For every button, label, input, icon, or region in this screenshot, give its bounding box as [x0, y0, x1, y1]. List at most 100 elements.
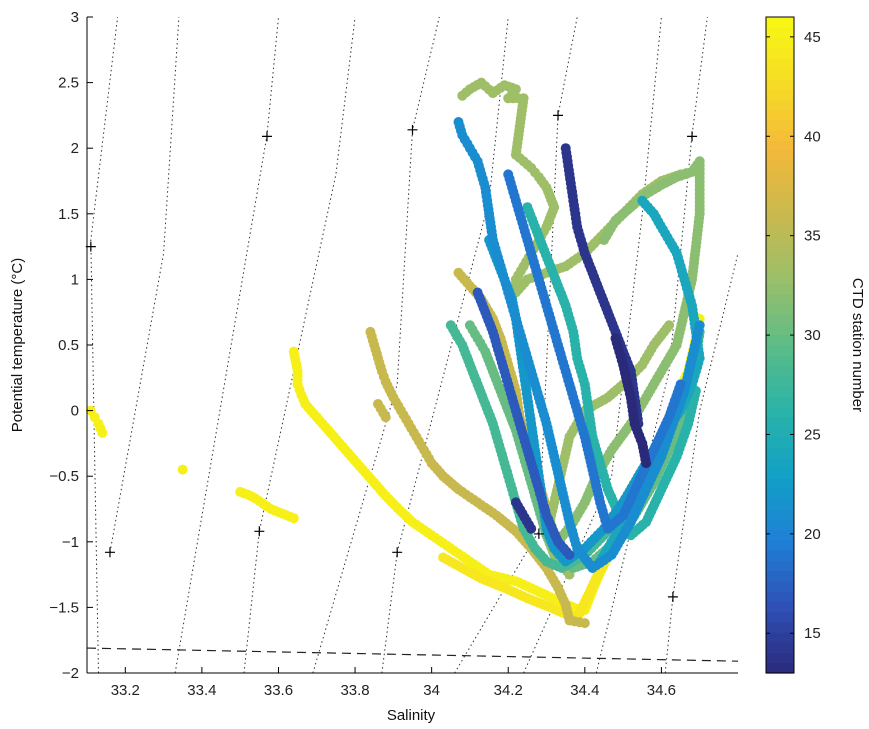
colorbar-segment	[766, 78, 794, 90]
x-tick-label: 34.4	[570, 682, 599, 699]
colorbar-segment	[766, 37, 794, 49]
y-tick-label: 0	[71, 403, 79, 420]
x-tick-label: 34	[423, 682, 440, 699]
contour-markers	[85, 110, 698, 602]
colorbar: 15 20 25 30 35 40 45	[765, 16, 821, 674]
colorbar-segment	[766, 662, 794, 674]
colorbar-segment	[766, 47, 794, 59]
station-series	[453, 117, 705, 573]
colorbar-segment	[766, 396, 794, 408]
contour-marker	[254, 526, 265, 537]
colorbar-segment	[766, 345, 794, 356]
colorbar-segment	[766, 550, 794, 561]
y-tick-label: −1.5	[49, 599, 79, 616]
x-tick-label: 33.2	[111, 682, 140, 699]
colorbar-segment	[766, 498, 794, 510]
colorbar-segment	[766, 201, 794, 213]
colorbar-tick-label: 35	[804, 228, 821, 245]
colorbar-segment	[766, 601, 794, 613]
y-tick-label: 2	[71, 140, 79, 157]
data-point	[694, 320, 705, 331]
density-contour-line	[243, 16, 356, 674]
x-axis-label: Salinity	[387, 707, 436, 724]
colorbar-segment	[766, 140, 794, 151]
x-tick-label: 33.4	[187, 682, 216, 699]
station-series	[472, 287, 575, 560]
colorbar-segment	[766, 632, 794, 643]
colorbar-segment	[766, 68, 794, 80]
density-contour-line	[109, 16, 180, 553]
colorbar-segment	[766, 519, 794, 531]
colorbar-label: CTD station number	[849, 278, 866, 412]
data-point	[510, 497, 521, 508]
colorbar-segment	[766, 324, 794, 336]
colorbar-segment	[766, 191, 794, 203]
colorbar-segment	[766, 242, 794, 254]
density-contour-line	[90, 16, 119, 674]
colorbar-segment	[766, 160, 794, 172]
colorbar-frame	[765, 16, 795, 674]
colorbar-segment	[766, 642, 794, 654]
colorbar-segment	[766, 181, 794, 192]
x-tick-label: 33.8	[340, 682, 369, 699]
y-tick-label: 0.5	[58, 337, 79, 354]
data-point	[564, 549, 575, 560]
y-tick-label: 1.5	[58, 206, 79, 223]
data-point	[579, 618, 590, 629]
freezing-line	[86, 647, 739, 662]
contour-marker	[104, 547, 115, 558]
colorbar-segment	[766, 621, 794, 633]
colorbar-segment	[766, 293, 794, 305]
density-contour-line	[454, 16, 578, 674]
colorbar-segment	[766, 478, 794, 490]
y-tick-label: −1	[62, 534, 79, 551]
colorbar-segment	[766, 560, 794, 572]
colorbar-segment	[766, 88, 794, 100]
colorbar-segment	[766, 17, 794, 28]
y-tick-label: 3	[71, 9, 79, 26]
colorbar-segment	[766, 539, 794, 551]
colorbar-segment	[766, 58, 794, 69]
colorbar-segment	[766, 273, 794, 285]
contour-marker	[261, 131, 272, 142]
density-contour-line	[174, 16, 279, 674]
x-tick-label: 34.6	[647, 682, 676, 699]
station-series	[510, 143, 644, 534]
contour-marker	[687, 131, 698, 142]
colorbar-tick-label: 45	[804, 29, 821, 46]
colorbar-segment	[766, 99, 794, 110]
data-point	[675, 379, 686, 390]
colorbar-segment	[766, 283, 794, 295]
colorbar-segment	[766, 386, 794, 397]
density-contour-line	[312, 16, 440, 674]
colorbar-segment	[766, 304, 794, 315]
axes: −2 −1.5 −1 −0.5 0 0.5 1 1.5 2 2.5 3 33.2 33.4 33.6 33.…	[49, 9, 738, 699]
colorbar-segment	[766, 375, 794, 387]
data-points	[85, 77, 705, 629]
colorbar-tick-label: 15	[804, 625, 821, 642]
data-point	[97, 427, 108, 438]
colorbar-segment	[766, 232, 794, 244]
contour-marker	[407, 124, 418, 135]
data-point	[288, 513, 299, 524]
colorbar-tick-label: 40	[804, 128, 821, 145]
colorbar-segment	[766, 170, 794, 182]
colorbar-segment	[766, 27, 794, 39]
colorbar-segment	[766, 109, 794, 121]
colorbar-segment	[766, 355, 794, 367]
contour-marker	[553, 110, 564, 121]
contour-marker	[533, 528, 544, 539]
station-series	[503, 169, 686, 534]
station-series	[610, 333, 652, 469]
colorbar-segment	[766, 447, 794, 459]
contour-marker	[392, 547, 403, 558]
density-contour-line	[523, 16, 662, 674]
y-tick-label: 2.5	[58, 75, 79, 92]
y-tick-label: 1	[71, 271, 79, 288]
colorbar-segment	[766, 365, 794, 377]
colorbar-tick-label: 20	[804, 526, 821, 543]
colorbar-segment	[766, 580, 794, 592]
y-axis-label: Potential temperature (°C)	[9, 258, 26, 432]
colorbar-segment	[766, 509, 794, 520]
colorbar-segment	[766, 211, 794, 223]
